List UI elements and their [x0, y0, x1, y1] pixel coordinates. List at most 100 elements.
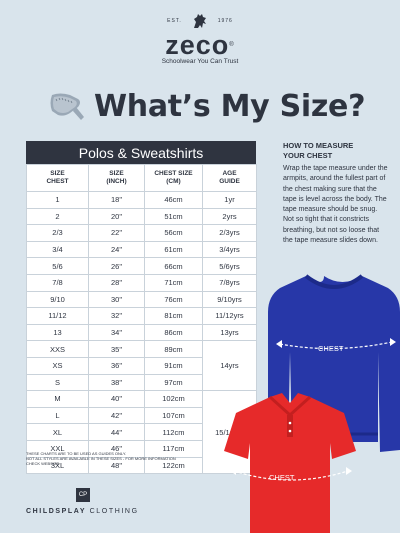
- cell: 51cm: [144, 207, 203, 226]
- col-header-size-chest: SIZE CHEST: [26, 164, 89, 192]
- est-label: EST.: [167, 18, 182, 24]
- measure-instructions: Wrap the tape measure under the armpits,…: [283, 165, 388, 245]
- cell: 61cm: [144, 240, 203, 259]
- cell: 2/3yrs: [202, 224, 257, 242]
- cell: 66cm: [144, 257, 203, 275]
- cell: 40": [88, 390, 145, 408]
- tagline: Schoolwear You Can Trust: [161, 58, 239, 65]
- cell: S: [26, 373, 89, 392]
- cell: 20": [88, 207, 145, 226]
- table-row: 9/10 30" 76cm 9/10yrs: [26, 290, 257, 309]
- measure-title: HOW TO MEASURE YOUR CHEST: [283, 141, 354, 160]
- table-row: 1 18" 46cm 1yr: [26, 191, 257, 209]
- cell: 112cm: [144, 423, 203, 441]
- table-row: L 42" 107cm: [26, 406, 257, 425]
- brand-header: EST. 1976 zeco® Schoolwear You Can Trust: [0, 12, 400, 65]
- cell: 7/8: [26, 273, 89, 292]
- polo-illustration: CHEST: [220, 393, 360, 533]
- table-row: XXL 46" 117cm: [26, 439, 257, 458]
- cell: 18": [88, 191, 145, 209]
- cell: 2yrs: [202, 207, 257, 226]
- cell: L: [26, 406, 89, 425]
- cell: 89cm: [144, 340, 203, 358]
- table-row: 5/6 26" 66cm 5/6yrs: [26, 257, 257, 275]
- sweatshirt-chest-label: CHEST: [318, 344, 344, 353]
- cell: 30": [88, 290, 145, 309]
- cell: XXS: [26, 340, 89, 358]
- table-row: 3XL 48" 122cm: [26, 456, 257, 475]
- table-row: S 38" 97cm: [26, 373, 257, 392]
- cell: 86cm: [144, 323, 203, 342]
- cell: 3/4: [26, 240, 89, 259]
- col-header-size-inch: SIZE (INCH): [88, 164, 145, 192]
- tape-measure-icon: [50, 93, 84, 120]
- cell: 34": [88, 323, 145, 342]
- cell: 11/12: [26, 307, 89, 325]
- size-table: Polos & Sweatshirts SIZE CHEST SIZE (INCH)…: [26, 141, 257, 475]
- cell: 91cm: [144, 356, 203, 375]
- how-to-measure: HOW TO MEASURE YOUR CHEST Wrap the tape …: [283, 141, 388, 246]
- cell: 22": [88, 224, 145, 242]
- est-row: EST. 1976: [0, 12, 400, 30]
- table-row: 13 34" 86cm 13yrs: [26, 323, 257, 342]
- cell: 5/6yrs: [202, 257, 257, 275]
- cell: 3/4yrs: [202, 240, 257, 259]
- childsplay-logo: CP CHILDSPLAY CLOTHING: [26, 488, 156, 515]
- cell: 2: [26, 207, 89, 226]
- cell: 46cm: [144, 191, 203, 209]
- cell-age-14: 14yrs: [202, 340, 257, 392]
- cell: 76cm: [144, 290, 203, 309]
- table-row: M 40" 102cm 15/16yrs: [26, 390, 257, 475]
- cell: 102cm: [144, 390, 203, 408]
- cell: XS: [26, 356, 89, 375]
- childsplay-name: CHILDSPLAY CLOTHING: [26, 508, 139, 515]
- cell: M: [26, 390, 89, 408]
- table-row: 2/3 22" 56cm 2/3yrs: [26, 224, 257, 242]
- col-header-chest-cm: CHEST SIZE (CM): [144, 164, 203, 192]
- cell: 2/3: [26, 224, 89, 242]
- cell: 44": [88, 423, 145, 441]
- cell: 71cm: [144, 273, 203, 292]
- title-row: What’s My Size?: [48, 86, 368, 126]
- table-row: 3/4 24" 61cm 3/4yrs: [26, 240, 257, 259]
- cell: 32": [88, 307, 145, 325]
- table-header-row: SIZE CHEST SIZE (INCH) CHEST SIZE (CM) AGE G…: [26, 164, 257, 192]
- cell: 36": [88, 356, 145, 375]
- cell: 9/10: [26, 290, 89, 309]
- childsplay-mark: CP: [76, 488, 90, 502]
- cell: 56cm: [144, 224, 203, 242]
- cell: 7/8yrs: [202, 273, 257, 292]
- cell: 9/10yrs: [202, 290, 257, 309]
- cell: 122cm: [144, 456, 203, 475]
- cell: 13: [26, 323, 89, 342]
- table-heading: Polos & Sweatshirts: [26, 141, 256, 164]
- table-row: 7/8 28" 71cm 7/8yrs: [26, 273, 257, 292]
- table-row: XXS 35" 89cm 14yrs: [26, 340, 257, 392]
- lion-crest-icon: [193, 14, 206, 28]
- col-header-age-guide: AGE GUIDE: [202, 164, 257, 192]
- size-chart: SIZE CHEST SIZE (INCH) CHEST SIZE (CM) AGE G…: [26, 164, 257, 475]
- cell: 24": [88, 240, 145, 259]
- zeco-logo: zeco®: [165, 30, 235, 60]
- cell: 107cm: [144, 406, 203, 425]
- cell: 11/12yrs: [202, 307, 257, 325]
- footnote: THESE CHARTS ARE TO BE USED AS GUIDES ON…: [26, 451, 176, 466]
- cell: 1: [26, 191, 89, 209]
- cell: 13yrs: [202, 323, 257, 342]
- table-row: 2 20" 51cm 2yrs: [26, 207, 257, 226]
- page-title: What’s My Size?: [94, 88, 366, 124]
- cell: 28": [88, 273, 145, 292]
- cell: 81cm: [144, 307, 203, 325]
- polo-shirt-icon: [224, 393, 356, 533]
- cell: 42": [88, 406, 145, 425]
- polo-chest-label: CHEST: [269, 473, 295, 482]
- cell: 1yr: [202, 191, 257, 209]
- table-row: 11/12 32" 81cm 11/12yrs: [26, 307, 257, 325]
- cell: 5/6: [26, 257, 89, 275]
- cell: 97cm: [144, 373, 203, 392]
- cell: 35": [88, 340, 145, 358]
- cell: XL: [26, 423, 89, 441]
- cell: 26": [88, 257, 145, 275]
- est-year: 1976: [217, 18, 233, 24]
- cell: 38": [88, 373, 145, 392]
